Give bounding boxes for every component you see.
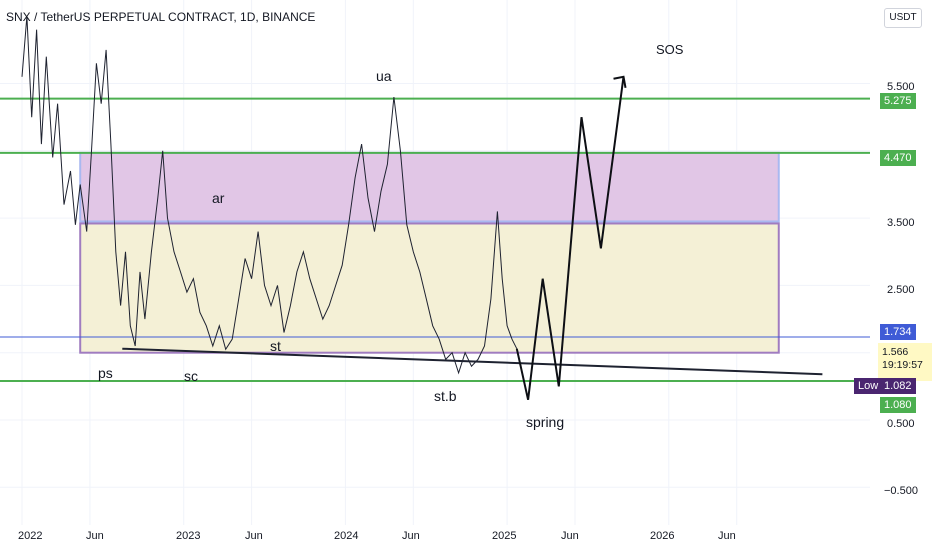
- currency-button[interactable]: USDT: [884, 8, 922, 28]
- annotation-ps: ps: [98, 365, 113, 381]
- chart-title: SNX / TetherUS PERPETUAL CONTRACT, 1D, B…: [6, 10, 316, 24]
- price-tag-blue: 1.734: [880, 324, 916, 340]
- price-tag-current: 1.566 19:19:57: [878, 343, 932, 381]
- x-tick-label: Jun: [718, 530, 736, 542]
- annotation-spring: spring: [526, 414, 565, 430]
- x-tick-label: Jun: [561, 530, 579, 542]
- price-tag-green: 4.470: [880, 150, 916, 166]
- current-price: 1.566: [882, 346, 909, 358]
- low-price-tag: 1.082: [880, 378, 916, 394]
- annotation-ar: ar: [212, 190, 225, 206]
- low-label: Low: [854, 378, 883, 394]
- price-line: [21, 16, 518, 375]
- range-zone: [79, 222, 780, 354]
- annotation-ua: ua: [376, 68, 392, 84]
- price-tag-green: 5.275: [880, 93, 916, 109]
- projection-path: [515, 76, 625, 401]
- x-tick-label: Jun: [402, 530, 420, 542]
- price-tag-green: 1.080: [880, 397, 916, 413]
- x-tick-label: Jun: [86, 530, 104, 542]
- annotation-sos: SOS: [656, 42, 684, 57]
- y-tick-label: 5.500: [887, 81, 915, 93]
- x-tick-label: 2024: [334, 530, 359, 542]
- support-line: [122, 347, 823, 376]
- y-tick-label: 0.500: [887, 418, 915, 430]
- annotation-sc: sc: [184, 368, 198, 384]
- projection-arrow-icon: [613, 75, 627, 88]
- y-tick-label: 3.500: [887, 217, 915, 229]
- y-tick-label: −0.500: [884, 485, 918, 497]
- x-tick-label: 2023: [176, 530, 201, 542]
- annotation-stb: st.b: [434, 388, 457, 404]
- x-tick-label: Jun: [245, 530, 263, 542]
- x-tick-label: 2026: [650, 530, 675, 542]
- ar-zone: [79, 151, 780, 223]
- x-tick-label: 2022: [18, 530, 43, 542]
- levels: [0, 97, 870, 382]
- x-tick-label: 2025: [492, 530, 517, 542]
- bar-countdown: 19:19:57: [882, 359, 923, 371]
- annotation-st: st: [270, 338, 281, 354]
- zones: [79, 151, 780, 354]
- y-tick-label: 2.500: [887, 284, 915, 296]
